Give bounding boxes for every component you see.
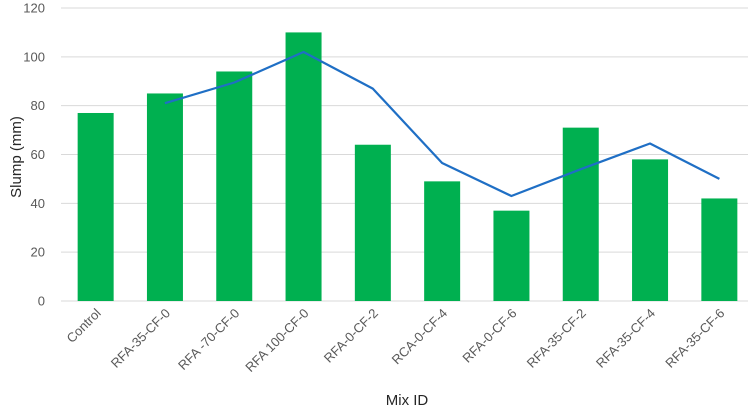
- y-tick-label: 100: [23, 49, 45, 64]
- bars: [77, 32, 738, 302]
- bar: [354, 144, 391, 301]
- x-tick-labels: Control RFA-35-CF-0 RFA -70-CF-0 RFA 100-CF…: [64, 305, 728, 374]
- bar: [562, 127, 599, 302]
- x-tick-label: RFA-35-CF-6: [662, 306, 727, 371]
- trendline: [164, 50, 720, 198]
- x-tick-label: RFA-35-CF-0: [108, 306, 173, 371]
- x-axis-title: Mix ID: [386, 392, 429, 409]
- x-tick-label: RCA-0-CF-4: [389, 306, 451, 368]
- y-tick-label: 80: [31, 98, 45, 113]
- bar: [424, 181, 461, 301]
- x-tick-label: RFA 100-CF-0: [242, 306, 311, 375]
- x-tick-label: RFA -70-CF-0: [175, 306, 242, 373]
- bar: [77, 112, 114, 301]
- x-tick-label: RFA-35-CF-4: [593, 306, 658, 371]
- bar: [146, 93, 183, 301]
- bar: [285, 32, 322, 302]
- y-tick-labels: 0 20 40 60 80 100 120: [23, 1, 45, 309]
- bar: [632, 159, 669, 301]
- y-tick-label: 40: [31, 196, 45, 211]
- bar: [493, 210, 530, 301]
- y-tick-label: 0: [38, 294, 45, 309]
- moving-average-line: [164, 50, 720, 198]
- y-tick-label: 120: [23, 1, 45, 16]
- x-tick-label: RFA-0-CF-6: [459, 306, 519, 366]
- y-tick-label: 60: [31, 147, 45, 162]
- x-tick-label: RFA-35-CF-2: [524, 306, 589, 371]
- x-tick-label: RFA-0-CF-2: [321, 306, 381, 366]
- bar: [701, 198, 738, 301]
- bar: [216, 71, 253, 301]
- y-tick-label: 20: [31, 245, 45, 260]
- y-axis-title: Slump (mm): [8, 116, 25, 198]
- x-tick-label: Control: [64, 305, 104, 345]
